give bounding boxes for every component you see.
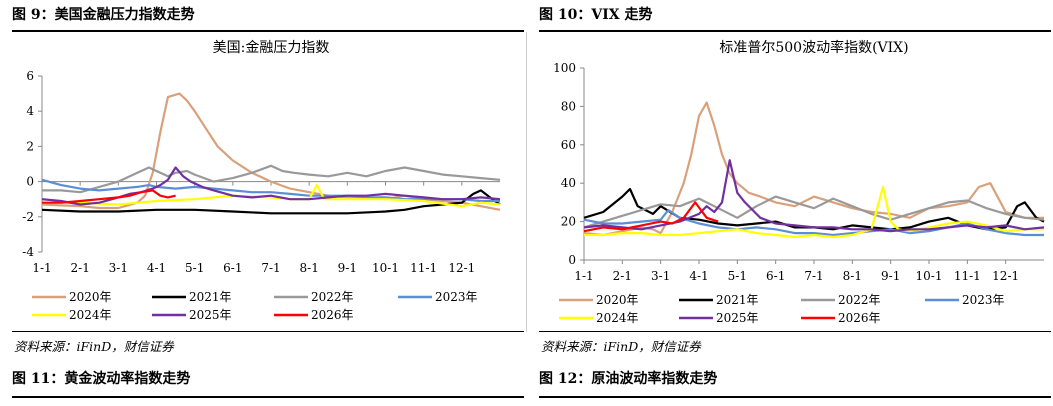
x-tick-label: 12-1 — [448, 261, 475, 275]
y-tick-label: 0 — [568, 253, 576, 267]
x-tick-label: 6-1 — [223, 261, 242, 275]
legend-label: 2021年 — [189, 290, 232, 304]
vix-chart: 标准普尔500波动率指数(VIX) 0 20 40 60 80 100 1-1 2-1 3-1 4-… — [539, 32, 1051, 332]
x-tick-label: 9-1 — [338, 261, 357, 275]
x-tick-label: 7-1 — [261, 261, 280, 275]
figure-caption-next: 图 12：原油波动率指数走势 — [539, 371, 718, 387]
caption-rule — [539, 30, 1051, 32]
chart-title: 标准普尔500波动率指数(VIX) — [719, 39, 908, 56]
y-tick-label: 2 — [26, 139, 34, 153]
y-tick-label: 40 — [561, 176, 576, 190]
y-tick-label: 60 — [561, 138, 576, 152]
series-line-2024年 — [584, 185, 1044, 239]
x-tick-label: 4-1 — [147, 261, 166, 275]
x-tick-label: 2-1 — [71, 261, 90, 275]
series-line-2025年 — [41, 166, 501, 206]
source-note: 资料来源：iFinD，财信证券 — [14, 339, 174, 354]
x-tick-label: 9-1 — [881, 269, 900, 283]
y-tick-label: 4 — [26, 104, 34, 118]
x-tick-label: 10-1 — [916, 269, 943, 283]
y-tick-label: 20 — [561, 215, 576, 229]
x-tick-label: 2-1 — [613, 269, 632, 283]
legend-label: 2025年 — [189, 308, 232, 322]
x-tick-label: 1-1 — [32, 261, 51, 275]
chart-title: 美国:金融压力指数 — [213, 40, 330, 56]
caption-rule — [12, 30, 524, 32]
y-tick-label: -4 — [22, 245, 34, 259]
series-line-2026年 — [583, 201, 719, 233]
legend-label: 2026年 — [838, 311, 881, 325]
x-tick-label: 7-1 — [804, 269, 823, 283]
legend-label: 2025年 — [716, 311, 759, 325]
x-tick-label: 11-1 — [410, 261, 437, 275]
figure-caption: 图 9：美国金融压力指数走势 — [12, 7, 195, 23]
source-note: 资料来源：iFinD，财信证券 — [541, 339, 701, 354]
series-line-2021年 — [41, 189, 501, 215]
x-tick-label: 11-1 — [954, 269, 981, 283]
x-tick-label: 3-1 — [109, 261, 128, 275]
series-line-2026年 — [42, 189, 176, 204]
series-line-2023年 — [41, 178, 500, 203]
caption-rule-bottom — [539, 396, 1051, 398]
figure-caption: 图 10：VIX 走势 — [539, 7, 653, 23]
y-tick-label: 100 — [553, 61, 576, 75]
legend-label: 2024年 — [69, 308, 112, 322]
legend-label: 2022年 — [838, 293, 881, 307]
y-tick-label: -2 — [22, 210, 34, 224]
series-line-2022年 — [583, 195, 1045, 229]
legend-label: 2020年 — [69, 290, 112, 304]
legend-label: 2021年 — [716, 293, 759, 307]
figure-9-panel: 图 9：美国金融压力指数走势 美国:金融压力指数 -4 -2 0 2 4 6 1-1 2-1 3-… — [0, 0, 526, 406]
x-tick-label: 3-1 — [651, 269, 670, 283]
legend-label: 2023年 — [962, 293, 1005, 307]
x-tick-label: 5-1 — [185, 261, 204, 275]
legend-label: 2024年 — [596, 311, 639, 325]
figure-10-panel: 图 10：VIX 走势 标准普尔500波动率指数(VIX) 0 20 40 60 80 10… — [527, 0, 1053, 406]
legend-label: 2020年 — [596, 293, 639, 307]
x-tick-label: 1-1 — [574, 269, 593, 283]
y-tick-label: 6 — [26, 69, 34, 83]
financial-stress-chart: 美国:金融压力指数 -4 -2 0 2 4 6 1-1 2-1 3-1 4-1 5-1 6-1 7-1 8-… — [12, 32, 524, 332]
series-line-2022年 — [42, 164, 501, 194]
vix-chart-svg: 标准普尔500波动率指数(VIX) 0 20 40 60 80 100 1-1 2-1 3-1 4-… — [553, 39, 1045, 325]
x-tick-label: 8-1 — [300, 261, 319, 275]
panel-divider — [526, 32, 527, 332]
series-line-2020年 — [583, 101, 1044, 237]
legend-label: 2023年 — [435, 290, 478, 304]
caption-rule-bottom — [12, 396, 524, 398]
x-tick-label: 12-1 — [992, 269, 1019, 283]
x-tick-label: 6-1 — [766, 269, 785, 283]
y-tick-label: 0 — [26, 175, 34, 189]
legend-label: 2022年 — [311, 290, 354, 304]
figure-caption-next: 图 11：黄金波动率指数走势 — [12, 371, 191, 387]
x-tick-label: 5-1 — [728, 269, 747, 283]
x-tick-label: 10-1 — [372, 261, 399, 275]
series-line-2023年 — [583, 209, 1044, 237]
y-tick-label: 80 — [561, 99, 576, 113]
x-tick-label: 8-1 — [843, 269, 862, 283]
financial-stress-chart-svg: 美国:金融压力指数 -4 -2 0 2 4 6 1-1 2-1 3-1 4-1 5-1 6-1 7-1 8-… — [22, 40, 501, 322]
x-tick-label: 4-1 — [689, 269, 708, 283]
legend-label: 2026年 — [311, 308, 354, 322]
